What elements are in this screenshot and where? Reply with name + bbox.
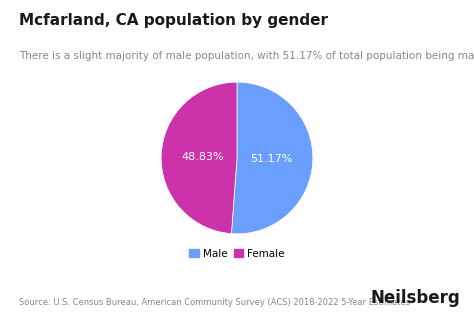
Text: Source: U.S. Census Bureau, American Community Survey (ACS) 2018-2022 5-Year Est: Source: U.S. Census Bureau, American Com… bbox=[19, 298, 410, 307]
Text: Neilsberg: Neilsberg bbox=[370, 289, 460, 307]
Wedge shape bbox=[161, 82, 237, 234]
Text: There is a slight majority of male population, with 51.17% of total population b: There is a slight majority of male popul… bbox=[19, 51, 474, 61]
Text: 51.17%: 51.17% bbox=[250, 154, 292, 164]
Text: Mcfarland, CA population by gender: Mcfarland, CA population by gender bbox=[19, 13, 328, 27]
Wedge shape bbox=[231, 82, 313, 234]
Text: 48.83%: 48.83% bbox=[182, 152, 224, 162]
Legend: Male, Female: Male, Female bbox=[185, 245, 289, 263]
